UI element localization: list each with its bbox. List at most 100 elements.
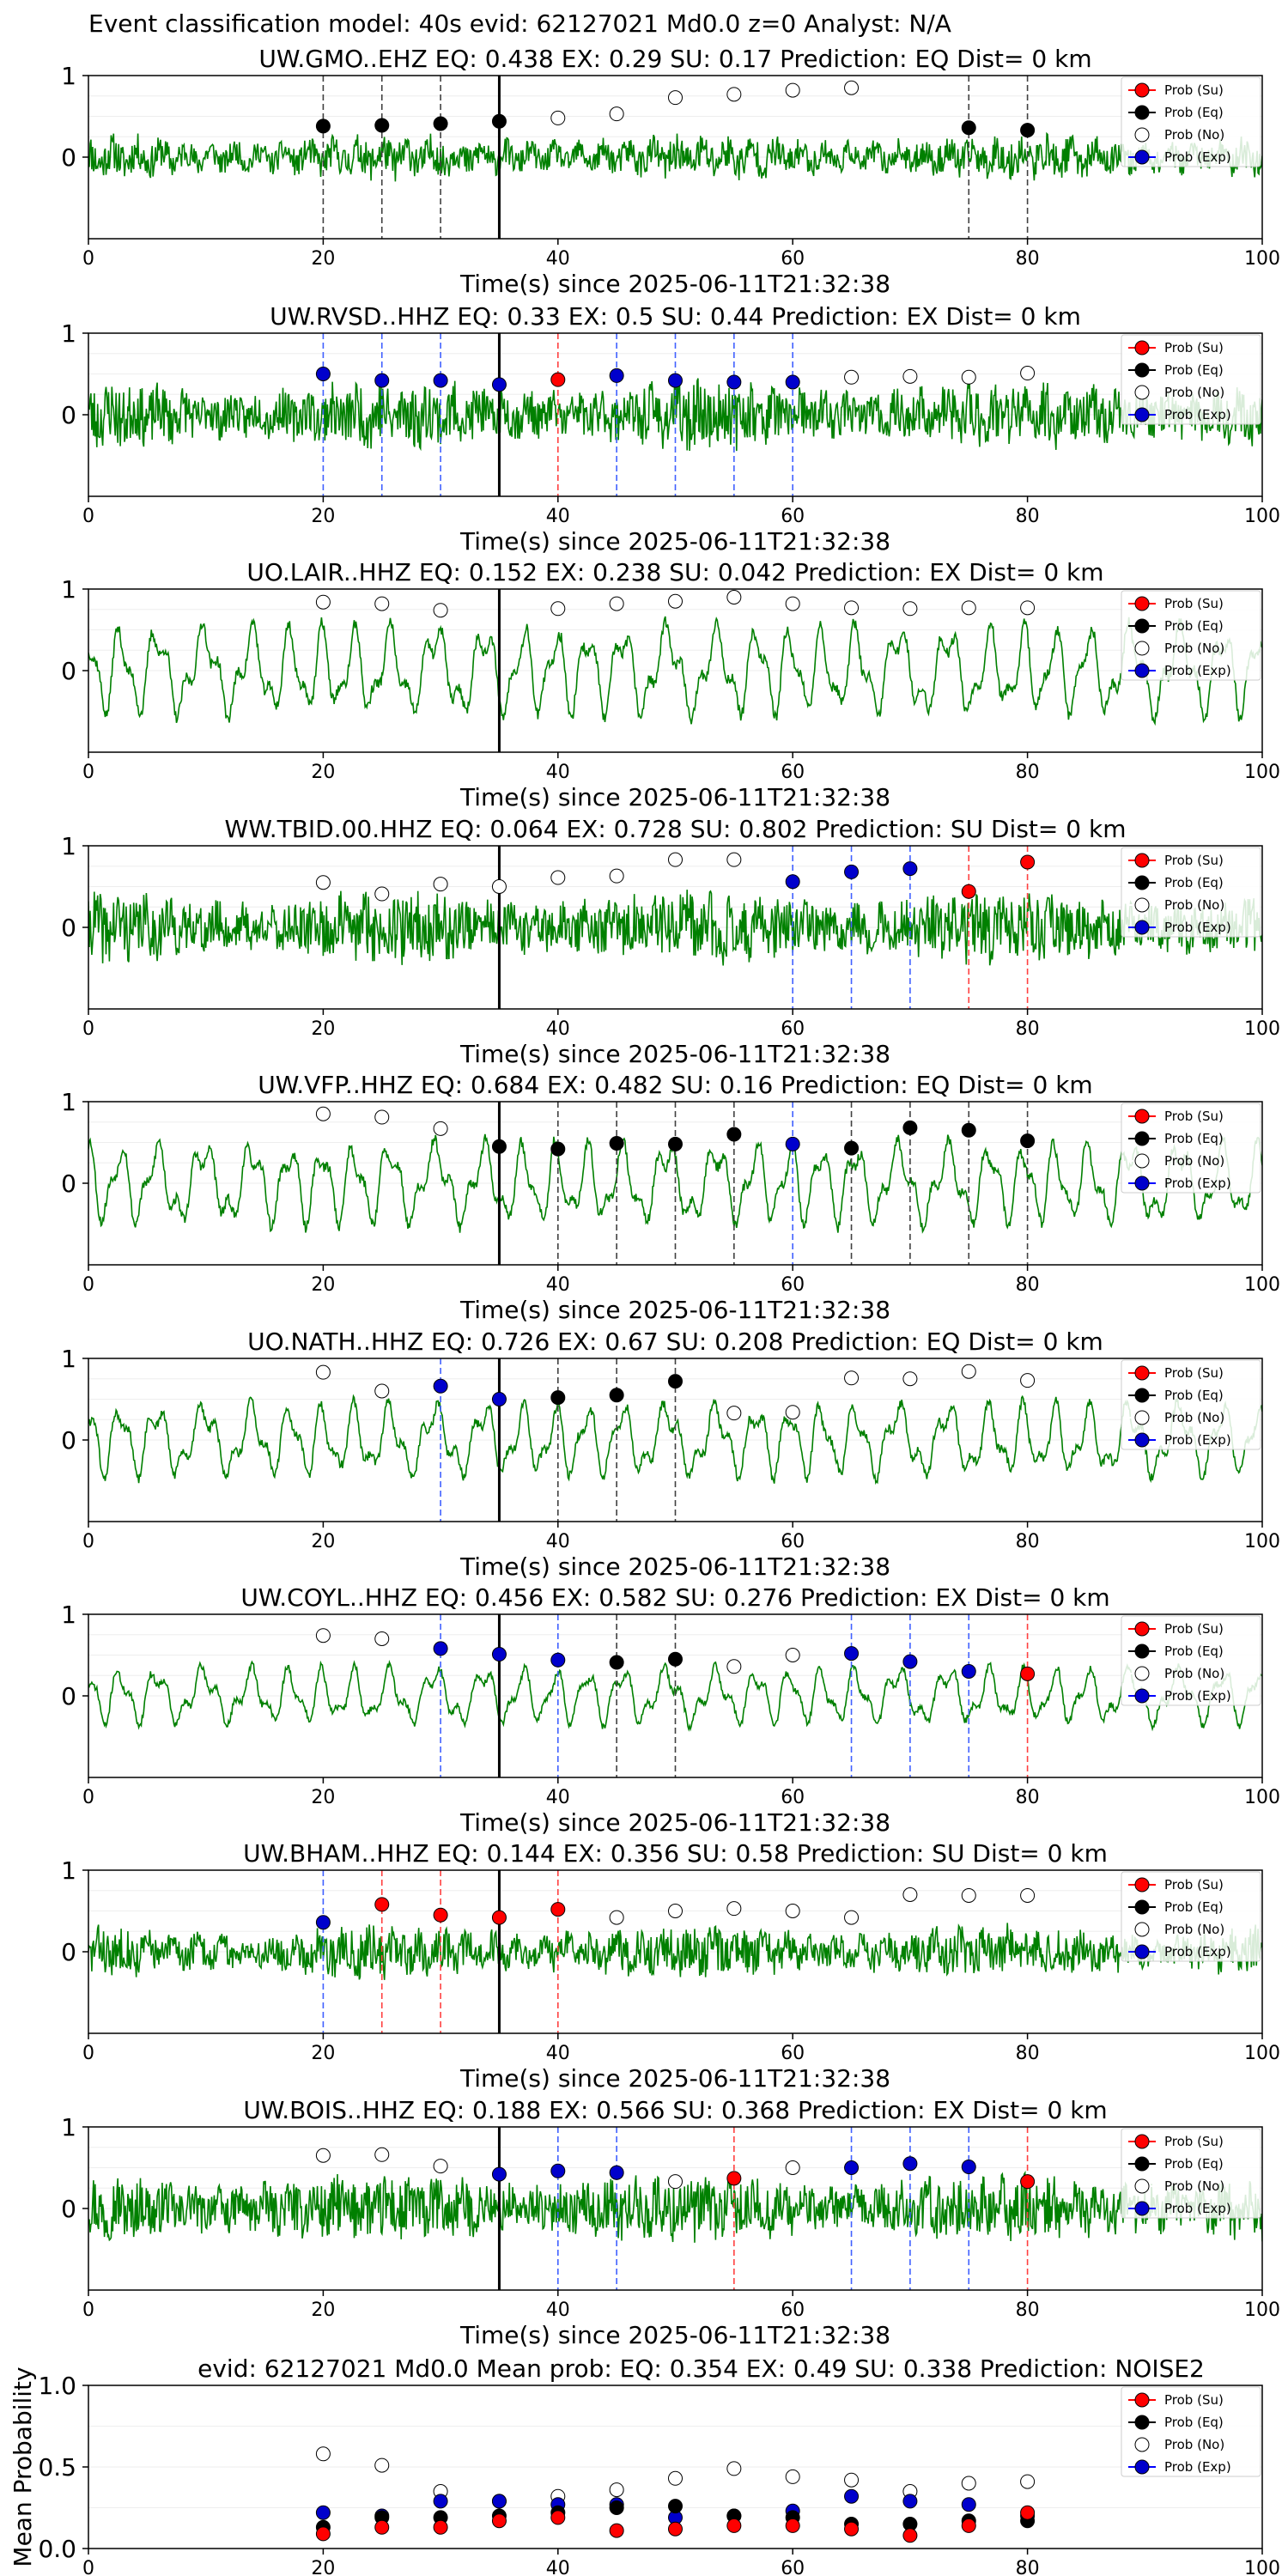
prob-point-no [785,1405,800,1420]
legend-label: Prob (Eq) [1164,1388,1224,1403]
legend-marker [1134,2178,1150,2194]
waveform-trace [88,616,1262,726]
x-tick-label: 100 [1244,1531,1280,1552]
waveform-trace [88,2170,1262,2243]
x-axis-label: Time(s) since 2025-06-11T21:32:38 [459,270,890,298]
x-tick-label: 20 [311,762,335,783]
legend-marker [1134,2459,1150,2475]
prob-point-eq [726,1127,742,1142]
x-tick-label: 80 [1016,506,1040,527]
mean-point-no [961,2476,976,2491]
prob-point-no [726,590,742,605]
legend-marker [1134,1688,1150,1704]
x-tick-label: 60 [781,762,805,783]
prob-point-no [1020,1373,1036,1388]
prob-point-no [726,1659,742,1674]
prob-point-no [844,369,860,385]
prob-point-no [902,601,918,617]
legend-label: Prob (No) [1164,897,1224,913]
x-tick-label: 40 [546,762,570,783]
prob-point-eq [433,116,448,131]
prob-point-exp [609,368,624,383]
legend-label: Prob (Su) [1164,596,1224,611]
legend: Prob (Su) Prob (Eq) Prob (No) Prob (Exp) [1121,2386,1261,2477]
panel-title: UW.GMO..EHZ EQ: 0.438 EX: 0.29 SU: 0.17 … [258,45,1091,73]
mean-point-eq [609,2500,624,2515]
panel-title: UW.VFP..HHZ EQ: 0.684 EX: 0.482 SU: 0.16… [258,1071,1092,1099]
prob-point-no [315,875,331,890]
prob-point-exp [785,374,800,390]
legend-marker [1134,1432,1150,1448]
prob-point-eq [550,1390,566,1406]
x-tick-label: 60 [781,1531,805,1552]
x-tick-label: 0 [82,1018,94,1040]
prob-point-no [785,1904,800,1918]
prob-point-no [961,369,976,385]
prob-point-no [902,368,918,384]
prob-point-no [1020,366,1036,381]
prob-point-exp [550,2163,566,2178]
panel-title: UO.LAIR..HHZ EQ: 0.152 EX: 0.238 SU: 0.0… [246,558,1103,586]
x-tick-label: 100 [1244,2558,1280,2576]
legend-label: Prob (No) [1164,2178,1224,2194]
prob-point-no [374,1109,390,1125]
mean-point-exp [433,2494,448,2509]
legend-label: Prob (No) [1164,1666,1224,1681]
mean-point-su [374,2519,390,2535]
prob-point-no [902,1371,918,1387]
prob-point-su [726,2171,742,2186]
panel-uw-bois-hhz: UW.BOIS..HHZ EQ: 0.188 EX: 0.566 SU: 0.3… [61,2096,1280,2349]
mean-point-exp [961,2497,976,2512]
prob-point-no [961,1364,976,1379]
y-tick-label: 0 [61,1938,76,1966]
prob-point-no [315,1628,331,1643]
prob-point-eq [609,1388,624,1403]
prob-point-exp [433,1641,448,1656]
legend-marker [1134,2392,1150,2408]
x-axis-label: Time(s) since 2025-06-11T21:32:38 [459,783,890,811]
mean-point-su [668,2521,683,2537]
x-tick-label: 60 [781,1018,805,1040]
prob-point-exp [844,864,860,879]
prob-point-no [433,2159,448,2174]
prob-point-no [1020,1887,1036,1903]
prob-point-no [902,1887,918,1902]
mean-point-exp [315,2505,331,2520]
legend-label: Prob (Eq) [1164,362,1224,378]
prob-point-exp [902,1654,918,1669]
x-axis: 0 20 40 60 80 100 Time(s) since 2025-06-11T21:… [82,752,1280,811]
x-tick-label: 100 [1244,2043,1280,2064]
legend-marker [1134,1153,1150,1169]
prob-point-no [1020,600,1036,616]
prob-point-exp [550,1652,566,1668]
legend-marker [1134,340,1150,355]
y-tick-label: 1 [61,319,76,348]
prob-point-su [1020,2174,1036,2190]
legend-label: Prob (No) [1164,385,1224,400]
y-tick-label: 1 [61,1856,76,1885]
panel-title: UW.BHAM..HHZ EQ: 0.144 EX: 0.356 SU: 0.5… [243,1839,1108,1868]
prob-point-eq [668,1374,683,1389]
x-tick-label: 40 [546,1018,570,1040]
x-axis: 0 20 40 60 80 100 Time(s) since 2025-06-11T21:… [82,1009,1280,1068]
prob-point-exp [961,1664,976,1679]
legend-marker [1134,2134,1150,2149]
x-tick-label: 20 [311,2043,335,2064]
prob-point-eq [961,120,976,136]
legend-label: Prob (Exp) [1164,1688,1231,1704]
legend-label: Prob (Su) [1164,82,1224,98]
panel-ww-tbid-00-hhz: WW.TBID.00.HHZ EQ: 0.064 EX: 0.728 SU: 0… [61,815,1280,1068]
y-tick-label: 0 [61,1426,76,1455]
legend-label: Prob (Eq) [1164,1643,1224,1659]
prob-point-exp [374,373,390,388]
prob-point-su [961,884,976,899]
legend-marker [1134,127,1150,143]
legend-label: Prob (No) [1164,641,1224,656]
legend-marker [1134,2201,1150,2216]
prob-point-exp [491,2166,507,2182]
legend-marker [1134,362,1150,378]
mean-point-su [433,2519,448,2535]
legend-marker [1134,1410,1150,1425]
prob-point-no [374,1383,390,1399]
mean-point-exp [844,2488,860,2504]
